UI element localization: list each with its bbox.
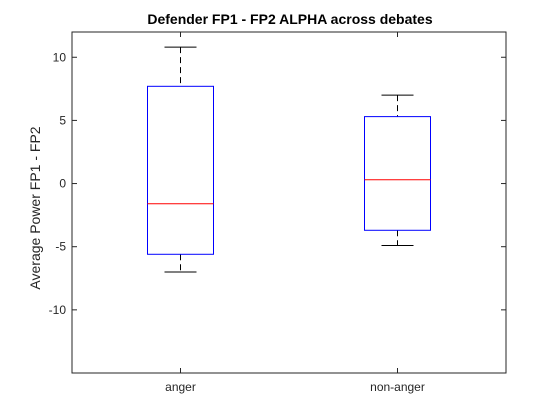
chart-title: Defender FP1 - FP2 ALPHA across debates [147,11,432,27]
box-non-anger [364,116,431,231]
x-tick-label: anger [165,380,196,394]
y-tick-label: -10 [49,303,67,317]
y-tick-label: 0 [59,177,66,191]
y-tick-label: 5 [59,113,66,127]
x-tick-label: non-anger [370,380,425,394]
y-axis-label: Average Power FP1 - FP2 [27,126,43,289]
plot-area [71,31,507,374]
y-tick-label: 10 [53,50,67,64]
y-tick-label: -5 [55,240,66,254]
box-anger [147,85,214,255]
